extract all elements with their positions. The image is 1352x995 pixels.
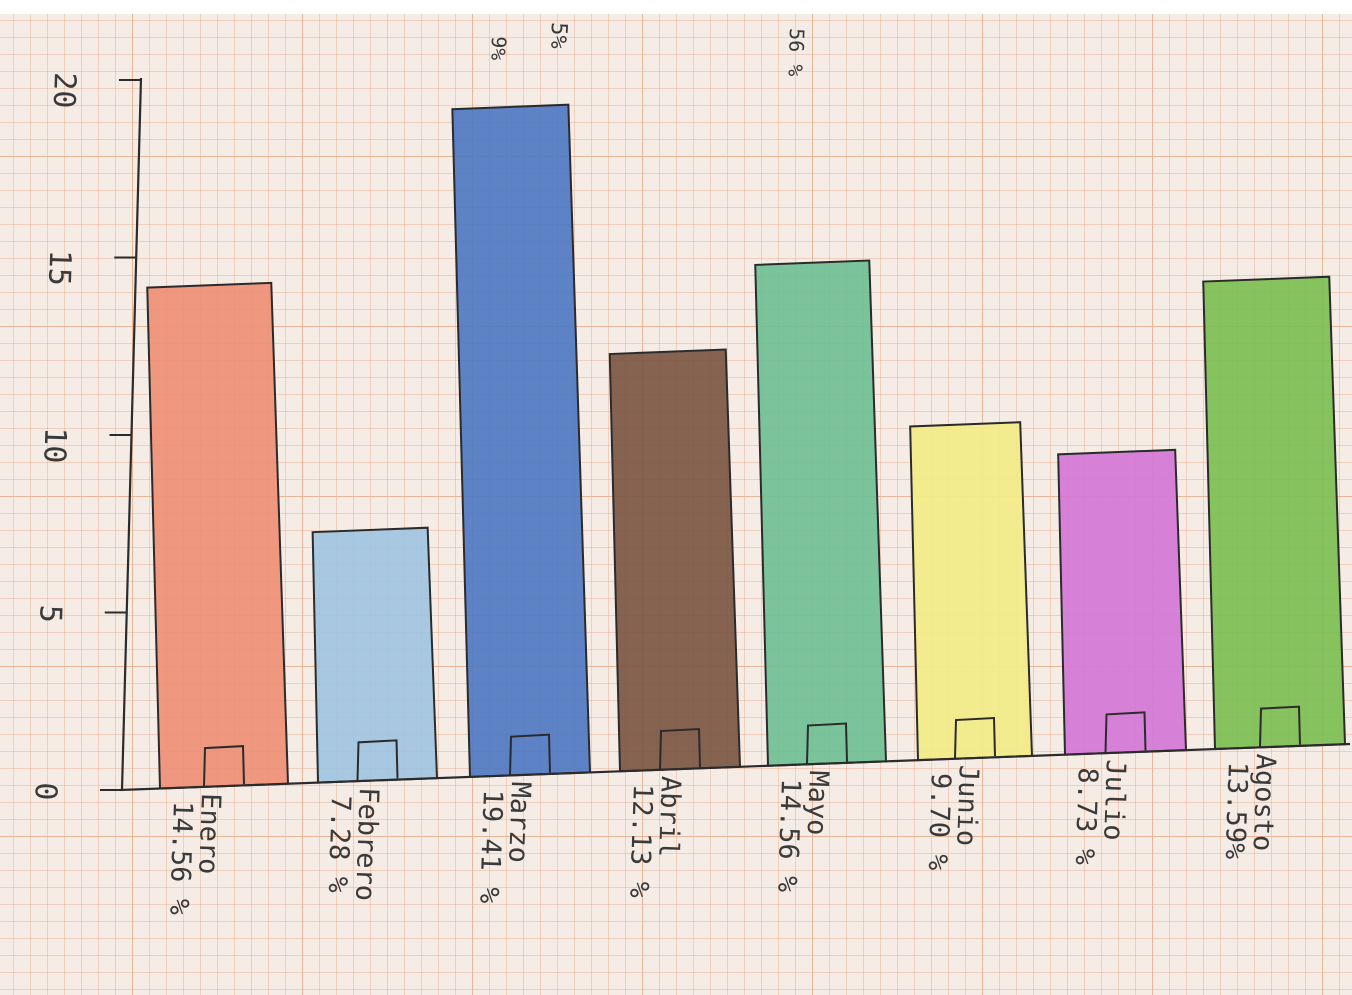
value-label-agosto: 13.59% xyxy=(1219,761,1253,860)
cropped-text-3: 56 % xyxy=(783,28,809,77)
x-label-febrero: Febrero xyxy=(349,787,384,902)
x-label-mayo: Mayo xyxy=(801,770,834,836)
x-label-agosto: Agosto xyxy=(1247,753,1281,852)
x-label-enero: Enero xyxy=(192,793,226,875)
value-label-febrero: 7.28 % xyxy=(322,795,356,894)
bar-base-marker xyxy=(509,733,551,775)
x-axis-line xyxy=(119,742,1351,792)
top-margin xyxy=(0,0,1352,14)
value-label-mayo: 14.56 % xyxy=(771,778,806,893)
value-label-julio: 8.73 % xyxy=(1069,767,1103,866)
bar-febrero xyxy=(311,526,439,784)
y-tick-label: 0 xyxy=(27,782,63,801)
y-tick-label: 5 xyxy=(32,604,68,623)
bar-base-marker xyxy=(954,716,996,759)
cropped-text-1: 9% xyxy=(486,36,511,61)
value-label-enero: 14.56 % xyxy=(163,801,198,916)
bar-marzo xyxy=(451,103,592,778)
bar-enero xyxy=(146,281,290,790)
y-tick-label: 15 xyxy=(41,249,77,286)
bar-base-marker xyxy=(356,739,399,781)
x-label-marzo: Marzo xyxy=(502,781,536,863)
value-label-abril: 12.13 % xyxy=(623,783,658,898)
value-label-marzo: 19.41 % xyxy=(473,789,508,904)
bar-base-marker xyxy=(806,722,848,764)
y-tick-label: 20 xyxy=(46,72,82,109)
cropped-text-2: 5% xyxy=(545,22,571,49)
y-axis-line xyxy=(120,77,143,791)
cropped-top-text: 9% 5% 56 % xyxy=(486,22,809,77)
y-tick-label: 10 xyxy=(36,427,72,464)
y-ticks-layer: 0 5 10 15 20 xyxy=(27,72,141,801)
axes-layer xyxy=(119,77,1351,792)
bar-base-marker xyxy=(659,728,701,770)
bar-base-marker xyxy=(203,745,245,787)
bar-base-marker xyxy=(1259,705,1301,747)
x-label-julio: Julio xyxy=(1097,759,1131,841)
bar-abril xyxy=(608,348,742,773)
bar-base-marker xyxy=(1104,711,1147,753)
bar-julio xyxy=(1057,448,1188,756)
bars-layer xyxy=(146,103,1347,790)
x-label-abril: Abril xyxy=(652,775,686,857)
value-label-junio: 9.70 % xyxy=(922,772,956,871)
bar-junio xyxy=(909,421,1034,762)
x-label-junio: Junio xyxy=(950,764,984,846)
bar-mayo xyxy=(754,259,888,767)
bar-agosto xyxy=(1202,275,1347,751)
